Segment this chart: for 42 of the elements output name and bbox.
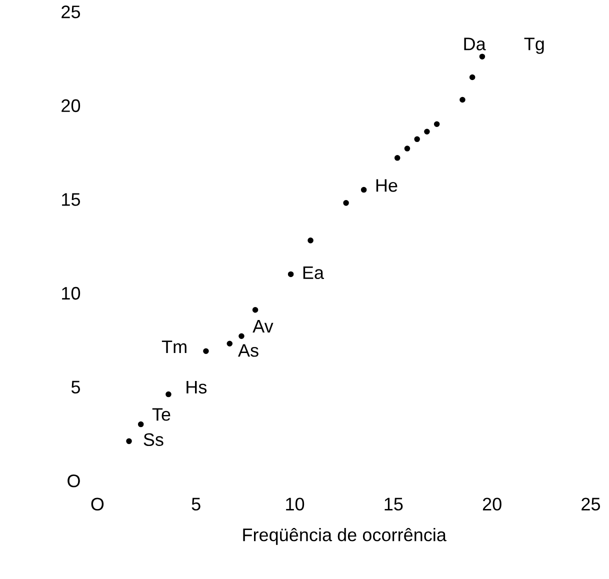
point xyxy=(203,348,209,354)
point xyxy=(343,200,349,206)
y-tick-label: 20 xyxy=(62,99,80,112)
annotation: Da xyxy=(464,38,486,50)
y-tick-label: 25 xyxy=(62,6,80,18)
point xyxy=(288,271,294,278)
annotation: Av xyxy=(252,320,274,332)
y-tick-label: 5 xyxy=(71,380,80,394)
point xyxy=(238,333,244,340)
annotation: Ss xyxy=(144,433,164,446)
point xyxy=(424,128,430,135)
x-tick-label: 15 xyxy=(384,498,403,510)
x-tick-label: 10 xyxy=(286,498,304,510)
point xyxy=(414,136,420,142)
annotation: He xyxy=(376,179,398,192)
point xyxy=(226,340,233,347)
x-tick-label: O xyxy=(91,498,104,510)
y-tick-label: 15 xyxy=(62,193,80,206)
annotation: Tg xyxy=(524,38,544,54)
annotation: Tm xyxy=(162,340,186,354)
x-tick-label: 25 xyxy=(582,498,600,510)
point xyxy=(166,391,172,398)
annotation: Te xyxy=(152,408,170,421)
point xyxy=(460,96,466,103)
annotation: As xyxy=(238,344,258,357)
point xyxy=(360,186,367,193)
point xyxy=(308,238,314,244)
x-axis-title: Freqüência de ocorrência xyxy=(243,528,446,545)
y-tick-label: O xyxy=(68,474,80,488)
annotation: Ea xyxy=(303,266,324,280)
y-tick-label: 10 xyxy=(62,286,80,300)
annotation: Hs xyxy=(186,380,207,394)
point xyxy=(404,146,410,152)
point xyxy=(252,306,258,313)
point xyxy=(126,438,132,444)
point xyxy=(138,421,144,428)
point xyxy=(479,54,486,60)
point xyxy=(469,74,476,80)
x-tick-label: 20 xyxy=(482,498,502,510)
x-tick-label: 5 xyxy=(192,498,200,510)
point xyxy=(434,121,440,128)
point xyxy=(394,155,400,161)
